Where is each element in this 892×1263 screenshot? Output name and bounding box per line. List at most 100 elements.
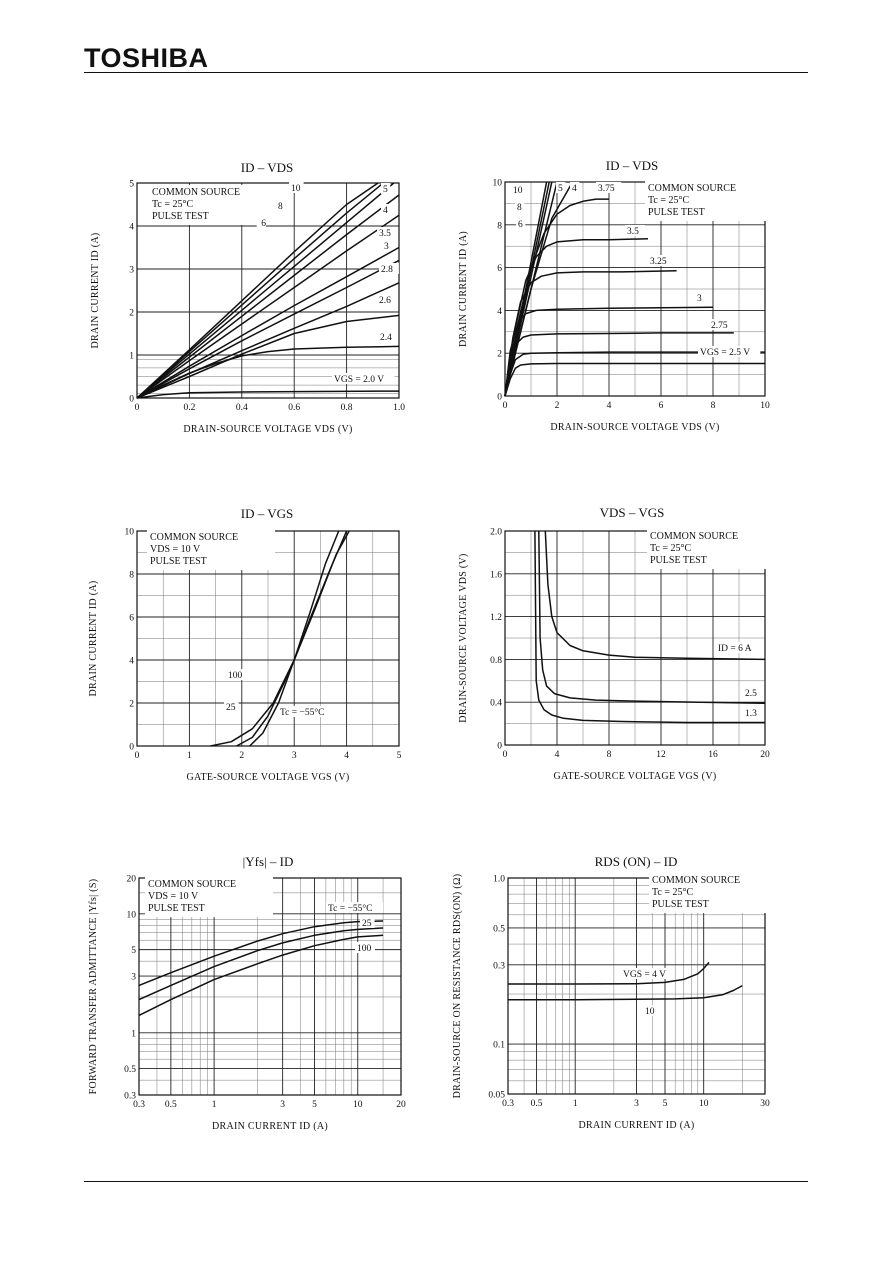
- legend-box: [645, 181, 773, 221]
- chart-note: COMMON SOURCE: [648, 183, 736, 194]
- chart-note: VDS = 10 V: [148, 891, 199, 902]
- chart-note: Tc = 25°C: [152, 199, 193, 210]
- x-tick-label: 20: [760, 750, 770, 760]
- curve-label: 3.25: [650, 257, 667, 267]
- curve-label: 10: [513, 186, 523, 196]
- chart-note: COMMON SOURCE: [152, 187, 240, 198]
- chart-note: Tc = 25°C: [648, 195, 689, 206]
- chart-note: COMMON SOURCE: [650, 531, 738, 542]
- curve-label: 8: [278, 202, 283, 212]
- x-tick-label: 3: [634, 1099, 639, 1109]
- chart-note: PULSE TEST: [148, 903, 205, 914]
- curve-label-bg: [698, 346, 761, 357]
- chart-note: PULSE TEST: [648, 207, 705, 218]
- x-tick-label: 2: [555, 401, 560, 411]
- y-tick-label: 10: [493, 179, 503, 189]
- curve-label-bg: [743, 687, 763, 698]
- y-axis-label: FORWARD TRANSFER ADMITTANCE |Yfs| (S): [88, 879, 99, 1095]
- x-tick-label: 0: [135, 403, 140, 413]
- y-tick-label: 0.8: [490, 656, 502, 666]
- y-tick-label: 4: [129, 223, 134, 233]
- y-tick-label: 6: [497, 264, 502, 274]
- curve-label: 3: [384, 242, 389, 252]
- x-tick-label: 5: [663, 1099, 668, 1109]
- y-tick-label: 10: [127, 910, 137, 920]
- y-tick-label: 6: [129, 614, 134, 624]
- y-tick-label: 1.6: [490, 570, 502, 580]
- plot-frame: [136, 182, 400, 399]
- series-line: [236, 530, 348, 747]
- series-line: [508, 984, 743, 1001]
- curve-label: 8: [517, 203, 522, 213]
- curve-label-bg: [381, 183, 391, 194]
- x-axis-label: DRAIN-SOURCE VOLTAGE VDS (V): [550, 422, 719, 433]
- y-tick-label: 2.0: [490, 528, 502, 538]
- curve-label-bg: [381, 204, 391, 215]
- curve-label-bg: [625, 225, 645, 236]
- series-line: [504, 198, 609, 397]
- curve-label: 1.3: [745, 709, 757, 719]
- curve-label: VGS = 2.5 V: [700, 348, 750, 358]
- series-line: [538, 530, 766, 705]
- curve-label: ID = 6 A: [718, 644, 752, 654]
- x-tick-label: 12: [656, 750, 666, 760]
- x-tick-label: 0.3: [502, 1099, 514, 1109]
- curve-label-bg: [226, 669, 246, 680]
- chart-4: 0 4 8 12 16 20 0 0.4 0.8 1.2 1.6 2.0 COMMON SOURCETc…: [458, 505, 775, 782]
- y-tick-label: 0.05: [488, 1091, 505, 1101]
- curve-label-bg: [596, 182, 622, 193]
- x-tick-label: 4: [607, 401, 612, 411]
- curve-label-bg: [377, 227, 397, 238]
- chart-note: COMMON SOURCE: [148, 879, 236, 890]
- chart-note: COMMON SOURCE: [652, 875, 740, 886]
- series-line: [136, 390, 400, 399]
- series-line: [504, 362, 765, 397]
- y-axis-label: DRAIN-SOURCE VOLTAGE VDS (V): [458, 553, 469, 722]
- curve-label: 100: [228, 671, 243, 681]
- x-tick-label: 1: [212, 1100, 217, 1110]
- y-tick-label: 5: [129, 180, 134, 190]
- curve-label: 5: [558, 184, 563, 194]
- plot-frame: [507, 877, 766, 1095]
- series-line: [504, 237, 649, 397]
- curve-label-bg: [224, 701, 239, 712]
- series-line: [136, 246, 400, 399]
- header-rule: [84, 72, 808, 73]
- x-tick-label: 0.3: [133, 1100, 145, 1110]
- curve-label-bg: [570, 182, 580, 193]
- y-tick-label: 1.2: [490, 613, 502, 623]
- chart-5: 0.3 0.5 1 3 5 10 20 0.3 0.5 1 3 5 10 20 COMMON SOURCEV…: [88, 854, 406, 1132]
- legend-box: [149, 185, 277, 225]
- y-tick-label: 1: [131, 1029, 136, 1039]
- x-tick-label: 1: [187, 751, 192, 761]
- curve-label-bg: [289, 182, 304, 193]
- chart-note: PULSE TEST: [150, 556, 207, 567]
- x-tick-label: 8: [711, 401, 716, 411]
- y-tick-label: 10: [125, 528, 135, 538]
- x-tick-label: 20: [396, 1100, 406, 1110]
- curve-label: 2.6: [379, 296, 391, 306]
- y-tick-label: 2: [497, 350, 502, 360]
- series-line: [136, 182, 379, 399]
- curve-label: 10: [291, 184, 301, 194]
- curve-label-bg: [716, 642, 763, 653]
- x-tick-label: 2: [239, 751, 244, 761]
- y-tick-label: 3: [129, 266, 134, 276]
- y-tick-label: 0: [497, 742, 502, 752]
- chart-title: ID – VDS: [241, 160, 294, 175]
- chart-note: PULSE TEST: [652, 899, 709, 910]
- x-tick-label: 1.0: [393, 403, 405, 413]
- x-tick-label: 0.5: [165, 1100, 177, 1110]
- toshiba-logo: TOSHIBA: [84, 43, 209, 73]
- curve-label-bg: [355, 942, 375, 953]
- x-tick-label: 0: [135, 751, 140, 761]
- series-line: [508, 961, 710, 985]
- curve-label-bg: [743, 707, 763, 718]
- legend-box: [147, 530, 275, 570]
- curve-label-bg: [695, 292, 705, 303]
- x-tick-label: 1: [573, 1099, 578, 1109]
- y-tick-label: 3: [131, 973, 136, 983]
- curve-label: 3.5: [379, 229, 391, 239]
- curve-label: 10: [645, 1007, 655, 1017]
